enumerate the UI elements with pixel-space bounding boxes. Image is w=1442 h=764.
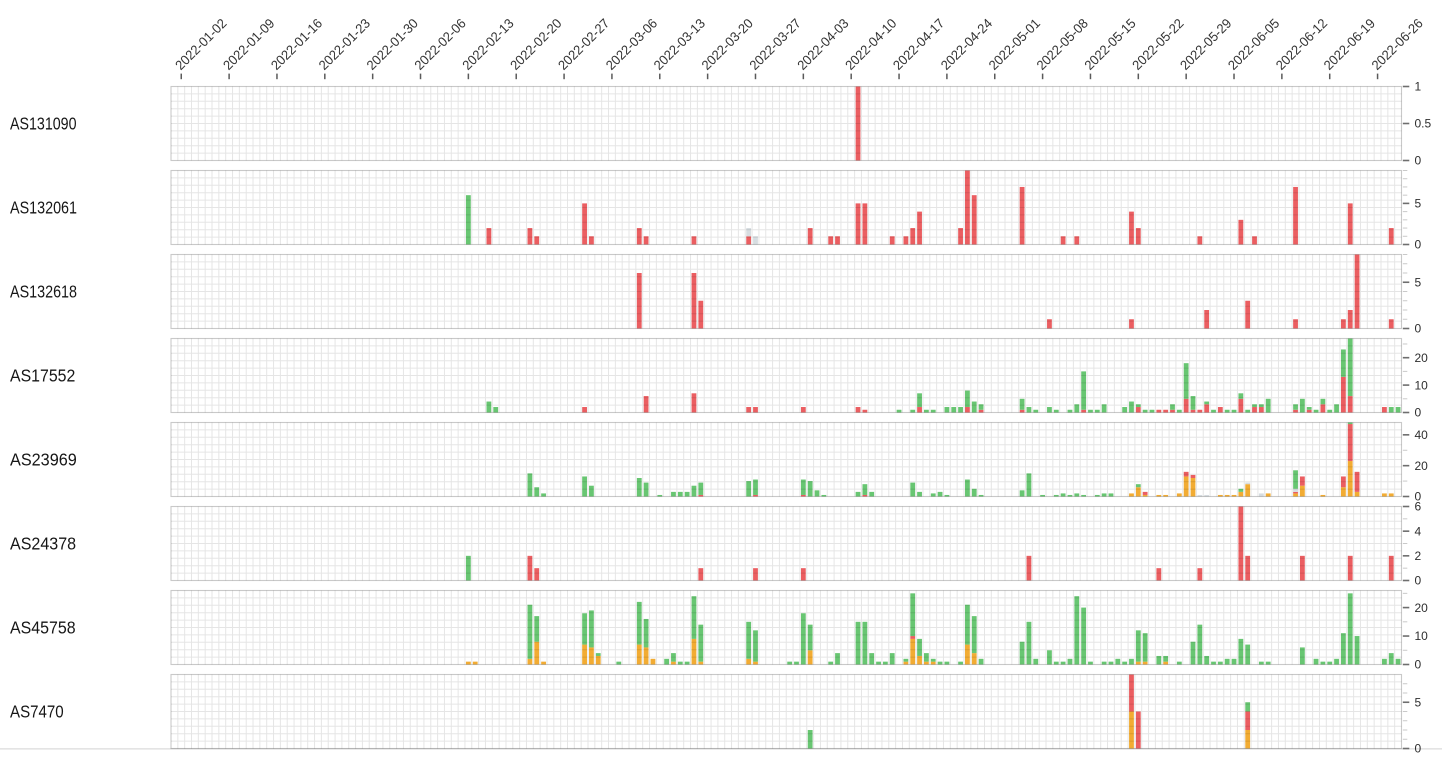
svg-text:5: 5 xyxy=(1415,275,1422,289)
svg-text:0.5: 0.5 xyxy=(1415,117,1432,131)
svg-text:0: 0 xyxy=(1415,490,1422,504)
svg-text:10: 10 xyxy=(1415,629,1429,643)
svg-text:5: 5 xyxy=(1415,197,1422,211)
svg-text:2: 2 xyxy=(1415,549,1422,563)
svg-text:AS132618: AS132618 xyxy=(10,282,77,302)
svg-text:0: 0 xyxy=(1415,322,1422,336)
svg-text:20: 20 xyxy=(1415,351,1429,365)
svg-text:6: 6 xyxy=(1415,500,1422,514)
svg-text:0: 0 xyxy=(1415,658,1422,672)
svg-text:0: 0 xyxy=(1415,154,1422,168)
svg-text:AS132061: AS132061 xyxy=(10,198,77,218)
svg-text:10: 10 xyxy=(1415,378,1429,392)
svg-text:AS7470: AS7470 xyxy=(10,702,64,722)
svg-text:0: 0 xyxy=(1415,574,1422,588)
svg-text:5: 5 xyxy=(1415,695,1422,709)
svg-text:AS24378: AS24378 xyxy=(10,534,76,554)
svg-text:20: 20 xyxy=(1415,459,1429,473)
svg-text:1: 1 xyxy=(1415,80,1422,94)
svg-text:AS17552: AS17552 xyxy=(10,366,75,386)
svg-text:0: 0 xyxy=(1415,406,1422,420)
svg-text:20: 20 xyxy=(1415,601,1429,615)
svg-text:AS131090: AS131090 xyxy=(10,114,77,134)
svg-text:AS45758: AS45758 xyxy=(10,618,76,638)
svg-text:4: 4 xyxy=(1415,524,1422,538)
svg-text:0: 0 xyxy=(1415,238,1422,252)
svg-text:AS23969: AS23969 xyxy=(10,450,77,470)
svg-text:0: 0 xyxy=(1415,742,1422,756)
svg-text:40: 40 xyxy=(1415,428,1429,442)
